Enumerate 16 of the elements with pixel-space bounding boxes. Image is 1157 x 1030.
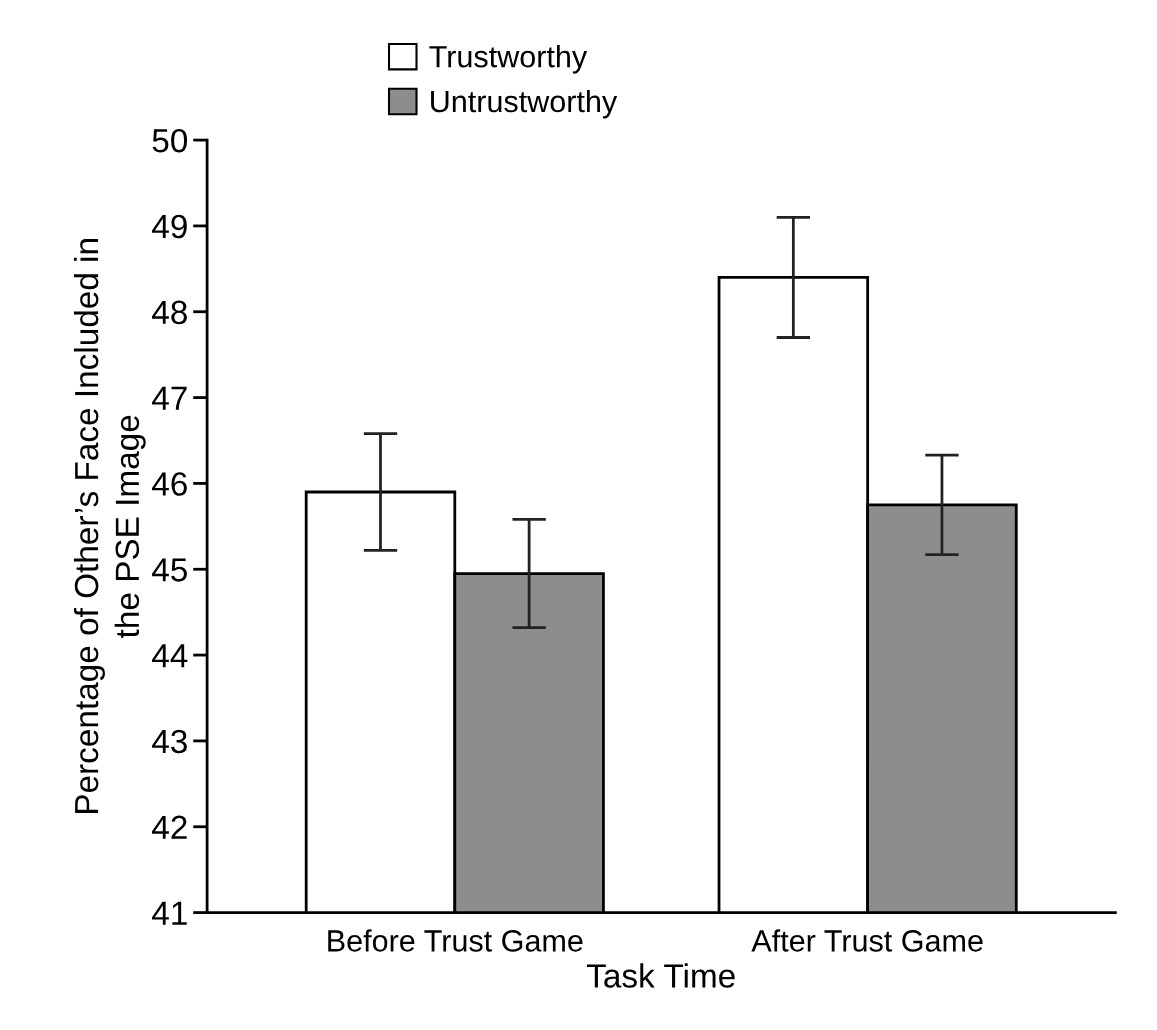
- legend-label: Trustworthy: [429, 45, 588, 74]
- y-tick-label: 47: [152, 386, 187, 410]
- legend-label: Untrustworthy: [431, 89, 618, 119]
- y-tick-label: 43: [152, 729, 187, 754]
- x-axis-title: Task Time: [586, 963, 735, 988]
- y-tick-label: 49: [152, 214, 187, 239]
- y-tick-label: 46: [152, 472, 187, 496]
- y-axis-title: Percentage of Other’s Face Included in the PSE Image: [73, 239, 146, 813]
- y-tick-label: 44: [152, 644, 188, 668]
- y-tick-label: 42: [152, 815, 187, 839]
- x-tick-label: After Trust Game: [751, 929, 983, 952]
- x-tick-label: Before Trust Game: [328, 929, 583, 952]
- y-tick-label: 45: [152, 558, 187, 582]
- y-tick-label: 50: [152, 128, 188, 153]
- y-tick-label: 48: [152, 300, 187, 325]
- y-tick-label: 41: [152, 901, 187, 925]
